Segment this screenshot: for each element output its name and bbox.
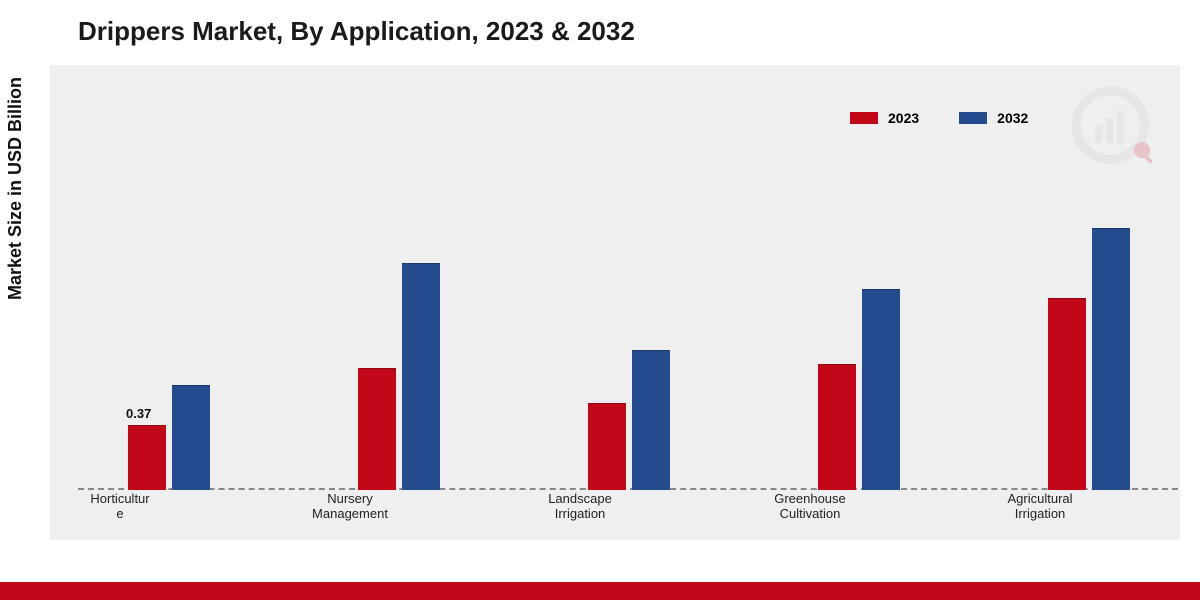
bar-2023-3 xyxy=(818,364,856,490)
chart-page: { "chart": { "type": "bar-grouped", "tit… xyxy=(0,0,1200,600)
bar-2023-2 xyxy=(588,403,626,491)
bar-2032-2 xyxy=(632,350,670,490)
bottom-stripe xyxy=(0,582,1200,600)
bar-2032-4 xyxy=(1092,228,1130,491)
xlabel-0-line2: e xyxy=(116,506,123,521)
xlabel-0-line1: Horticultur xyxy=(90,491,149,506)
xlabel-2-line1: Landscape xyxy=(548,491,612,506)
xlabel-4-line2: Irrigation xyxy=(1015,506,1066,521)
legend-label-2032: 2032 xyxy=(997,110,1028,126)
bar-group-0 xyxy=(128,385,210,490)
xlabel-3-line2: Cultivation xyxy=(780,506,841,521)
legend-swatch-2023 xyxy=(850,112,878,124)
bar-2023-0 xyxy=(128,425,166,490)
xlabel-1-line2: Management xyxy=(312,506,388,521)
bar-2032-3 xyxy=(862,289,900,490)
xlabel-3: Greenhouse Cultivation xyxy=(750,492,870,522)
bar-group-2 xyxy=(588,350,670,490)
xlabel-4: Agricultural Irrigation xyxy=(980,492,1100,522)
legend-swatch-2032 xyxy=(959,112,987,124)
bar-2032-0 xyxy=(172,385,210,490)
bar-group-3 xyxy=(818,289,900,490)
xlabel-1: Nursery Management xyxy=(290,492,410,522)
legend-label-2023: 2023 xyxy=(888,110,919,126)
bar-group-4 xyxy=(1048,228,1130,491)
legend-item-2032: 2032 xyxy=(959,110,1028,126)
xlabel-4-line1: Agricultural xyxy=(1007,491,1072,506)
bar-2032-1 xyxy=(402,263,440,491)
legend: 2023 2032 xyxy=(850,110,1028,126)
bar-2023-4 xyxy=(1048,298,1086,491)
chart-area: 0.37 xyxy=(78,140,1178,490)
value-label-0: 0.37 xyxy=(126,406,151,421)
legend-item-2023: 2023 xyxy=(850,110,919,126)
chart-title: Drippers Market, By Application, 2023 & … xyxy=(78,16,635,47)
xlabel-0: Horticultur e xyxy=(60,492,180,522)
y-axis-label: Market Size in USD Billion xyxy=(5,77,26,300)
bar-group-1 xyxy=(358,263,440,491)
xlabel-2-line2: Irrigation xyxy=(555,506,606,521)
xlabel-1-line1: Nursery xyxy=(327,491,373,506)
xlabel-2: Landscape Irrigation xyxy=(520,492,640,522)
bar-2023-1 xyxy=(358,368,396,491)
xlabel-3-line1: Greenhouse xyxy=(774,491,846,506)
